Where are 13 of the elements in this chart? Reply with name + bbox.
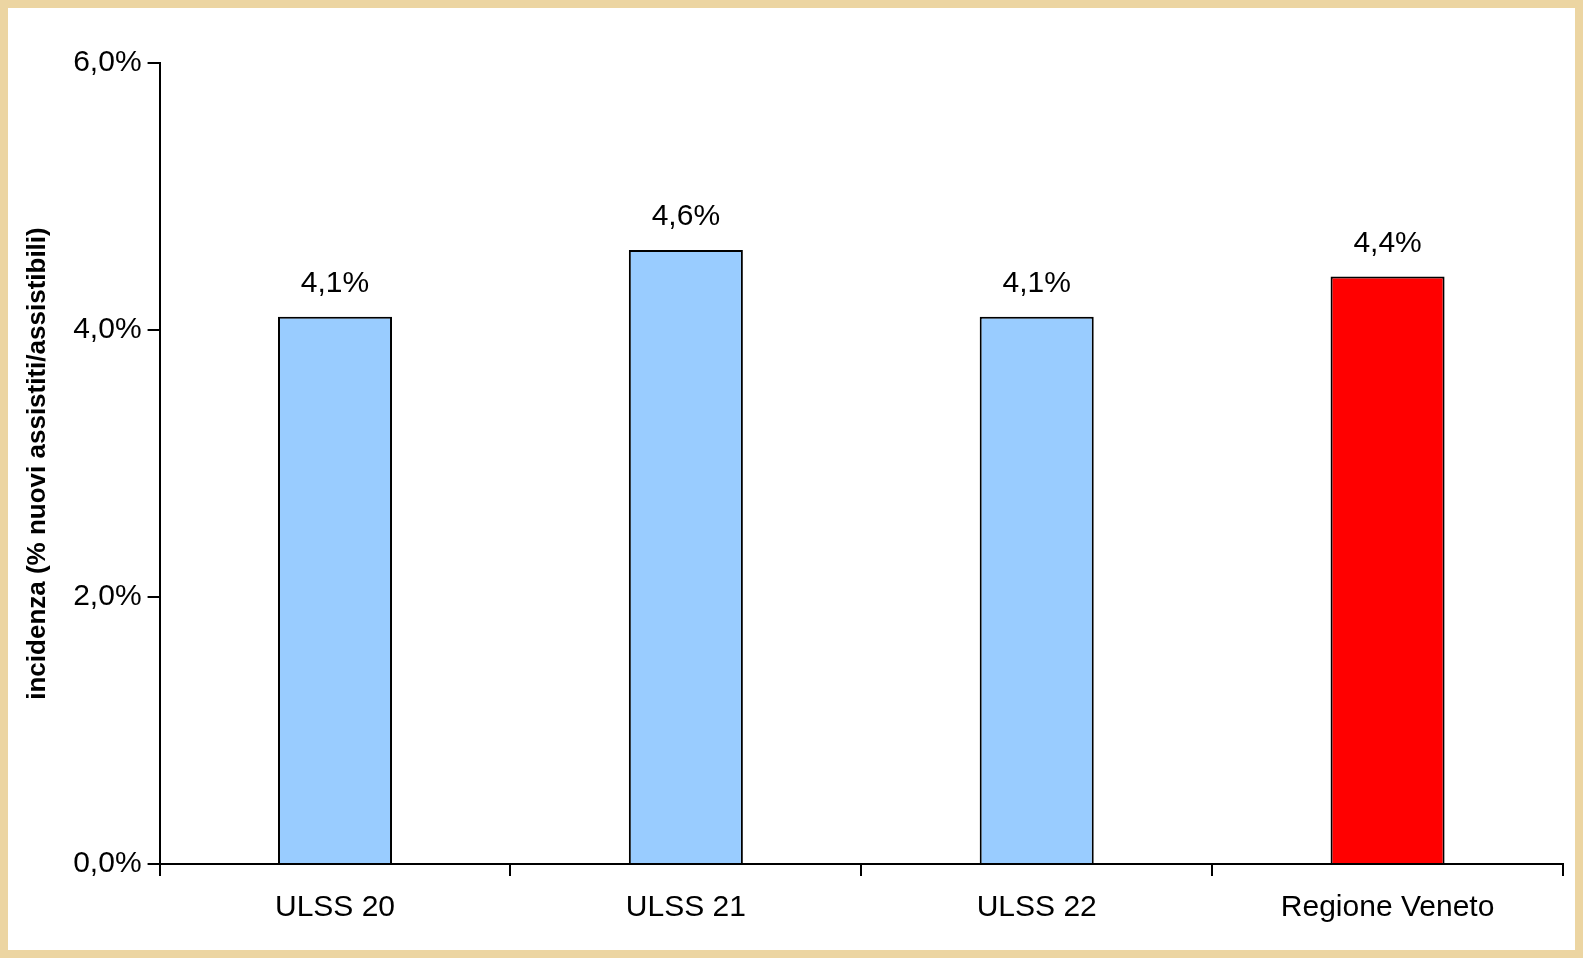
x-tick-label: ULSS 20 bbox=[274, 889, 396, 923]
y-tick-label: 0,0% bbox=[73, 845, 142, 879]
x-tick-label: Regione Veneto bbox=[1280, 889, 1495, 923]
y-tick-label: 4,0% bbox=[73, 311, 142, 345]
data-label: 4,4% bbox=[1353, 224, 1422, 258]
x-tick-label: ULSS 21 bbox=[625, 889, 746, 923]
y-axis-title: incidenza (% nuovi assistiti/assistibili) bbox=[20, 227, 51, 700]
data-label: 4,1% bbox=[300, 264, 370, 298]
y-tick-label: 6,0% bbox=[73, 44, 142, 78]
y-tick-label: 2,0% bbox=[73, 578, 142, 612]
data-label: 4,1% bbox=[1002, 264, 1071, 298]
data-label: 4,6% bbox=[651, 198, 721, 232]
x-tick-label: ULSS 22 bbox=[976, 889, 1097, 923]
